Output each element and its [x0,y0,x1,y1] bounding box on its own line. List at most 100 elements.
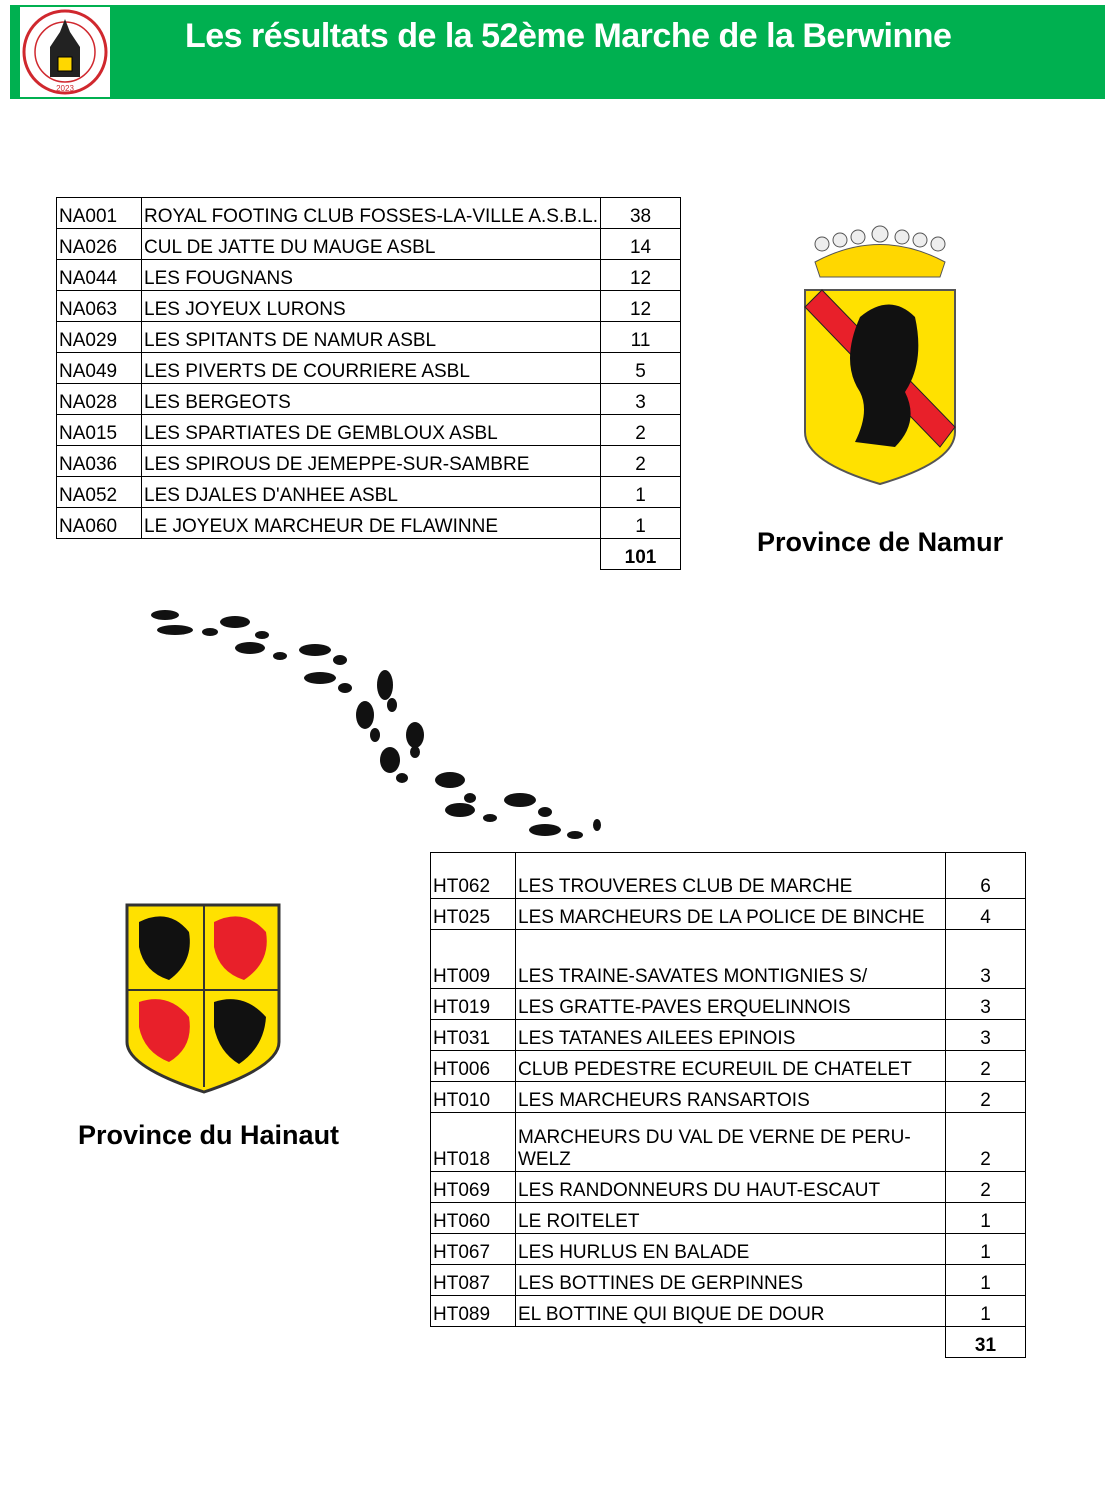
participant-count: 3 [945,1019,1026,1051]
club-name: LES SPIROUS DE JEMEPPE-SUR-SAMBRE [140,445,602,477]
club-code: HT019 [430,988,516,1020]
club-code: HT010 [430,1081,516,1113]
club-name: LE JOYEUX MARCHEUR DE FLAWINNE [140,507,602,539]
club-name: MARCHEURS DU VAL DE VERNE DE PERU-WELZ [515,1112,946,1172]
total-row: 101 [57,538,682,570]
svg-text:2023: 2023 [56,84,74,93]
club-code: NA063 [56,290,142,322]
club-name: LES JOYEUX LURONS [140,290,602,322]
club-logo: 2023 [20,7,110,97]
club-name: LES TROUVERES CLUB DE MARCHE [515,852,946,899]
club-name: LES BOTTINES DE GERPINNES [515,1264,946,1296]
table-row: HT009 LES TRAINE-SAVATES MONTIGNIES S/3 [430,929,1026,989]
club-code: NA036 [56,445,142,477]
club-name: LES TATANES AILEES EPINOIS [515,1019,946,1051]
empty-cell [431,1327,516,1358]
participant-count: 1 [945,1264,1026,1296]
club-code: HT087 [430,1264,516,1296]
table-row: HT060 LE ROITELET 1 [430,1202,1026,1234]
club-name: LES HURLUS EN BALADE [515,1233,946,1265]
club-code: HT009 [430,929,516,989]
participant-count: 2 [945,1081,1026,1113]
hainaut-crest-icon [125,903,281,1094]
club-name: LES PIVERTS DE COURRIERE ASBL [140,352,602,384]
namur-results-table: NA001 ROYAL FOOTING CLUB FOSSES-LA-VILLE … [56,197,682,570]
club-name: LES TRAINE-SAVATES MONTIGNIES S/ [515,929,946,989]
table-row: HT018 MARCHEURS DU VAL DE VERNE DE PERU-W… [430,1112,1026,1172]
table-row: HT019 LES GRATTE-PAVES ERQUELINNOIS 3 [430,988,1026,1020]
club-code: HT060 [430,1202,516,1234]
participant-count: 38 [600,197,682,229]
participant-count: 3 [600,383,682,415]
club-code: HT089 [430,1295,516,1327]
club-name: LE ROITELET [515,1202,946,1234]
namur-label: Province de Namur [757,527,1004,557]
participant-count: 3 [945,988,1026,1020]
participant-count: 4 [945,898,1026,930]
hainaut-results-table: HT062 LES TROUVERES CLUB DE MARCHE 6 HT025 L… [430,852,1026,1358]
club-code: HT062 [430,852,516,899]
table-row: NA036 LES SPIROUS DE JEMEPPE-SUR-SAMBRE 2 [56,445,682,477]
participant-count: 1 [600,476,682,508]
empty-cell [516,1327,946,1358]
participant-count: 12 [600,290,682,322]
participant-count: 14 [600,228,682,260]
participant-count: 1 [945,1202,1026,1234]
club-name: LES DJALES D'ANHEE ASBL [140,476,602,508]
club-name: CLUB PEDESTRE ECUREUIL DE CHATELET [515,1050,946,1082]
table-row: HT069 LES RANDONNEURS DU HAUT-ESCAUT 2 [430,1171,1026,1203]
club-code: NA001 [56,197,142,229]
club-code: NA044 [56,259,142,291]
participant-count: 12 [600,259,682,291]
club-code: HT018 [430,1112,516,1172]
table-row: NA015 LES SPARTIATES DE GEMBLOUX ASBL 2 [56,414,682,446]
club-code: HT006 [430,1050,516,1082]
empty-cell [57,539,142,570]
participant-count: 1 [600,507,682,539]
table-row: HT062 LES TROUVERES CLUB DE MARCHE 6 [430,852,1026,899]
empty-cell [142,539,601,570]
participant-count: 2 [945,1171,1026,1203]
club-name: LES RANDONNEURS DU HAUT-ESCAUT [515,1171,946,1203]
table-row: HT089 EL BOTTINE QUI BIQUE DE DOUR 1 [430,1295,1026,1327]
total-row: 31 [431,1326,1026,1358]
hainaut-label: Province du Hainaut [78,1120,340,1150]
participant-count: 2 [945,1050,1026,1082]
club-name: LES MARCHEURS RANSARTOIS [515,1081,946,1113]
club-code: HT031 [430,1019,516,1051]
footprints-icon [151,610,601,839]
club-name: LES SPARTIATES DE GEMBLOUX ASBL [140,414,602,446]
table-row: NA001 ROYAL FOOTING CLUB FOSSES-LA-VILLE … [56,197,682,229]
club-name: LES SPITANTS DE NAMUR ASBL [140,321,602,353]
table-row: NA052 LES DJALES D'ANHEE ASBL 1 [56,476,682,508]
club-code: NA052 [56,476,142,508]
club-code: NA026 [56,228,142,260]
club-code: NA049 [56,352,142,384]
club-code: NA029 [56,321,142,353]
club-name: LES BERGEOTS [140,383,602,415]
table-row: NA029 LES SPITANTS DE NAMUR ASBL 11 [56,321,682,353]
club-name: EL BOTTINE QUI BIQUE DE DOUR [515,1295,946,1327]
table-row: HT067 LES HURLUS EN BALADE 1 [430,1233,1026,1265]
table-row: NA026 CUL DE JATTE DU MAUGE ASBL 14 [56,228,682,260]
page-title: Les résultats de la 52ème Marche de la B… [185,17,952,55]
total-count: 31 [945,1326,1026,1358]
participant-count: 2 [600,414,682,446]
table-row: NA044 LES FOUGNANS 12 [56,259,682,291]
table-row: NA063 LES JOYEUX LURONS 12 [56,290,682,322]
club-name: CUL DE JATTE DU MAUGE ASBL [140,228,602,260]
table-row: NA049 LES PIVERTS DE COURRIERE ASBL 5 [56,352,682,384]
participant-count: 5 [600,352,682,384]
club-name: LES FOUGNANS [140,259,602,291]
table-row: NA060 LE JOYEUX MARCHEUR DE FLAWINNE 1 [56,507,682,539]
table-row: NA028 LES BERGEOTS 3 [56,383,682,415]
table-row: HT010 LES MARCHEURS RANSARTOIS 2 [430,1081,1026,1113]
namur-crest-icon [804,225,956,486]
participant-count: 6 [945,852,1026,899]
table-row: HT087 LES BOTTINES DE GERPINNES 1 [430,1264,1026,1296]
participant-count: 2 [600,445,682,477]
table-row: HT031 LES TATANES AILEES EPINOIS 3 [430,1019,1026,1051]
table-row: HT006 CLUB PEDESTRE ECUREUIL DE CHATELET 2 [430,1050,1026,1082]
participant-count: 1 [945,1233,1026,1265]
club-code: HT025 [430,898,516,930]
